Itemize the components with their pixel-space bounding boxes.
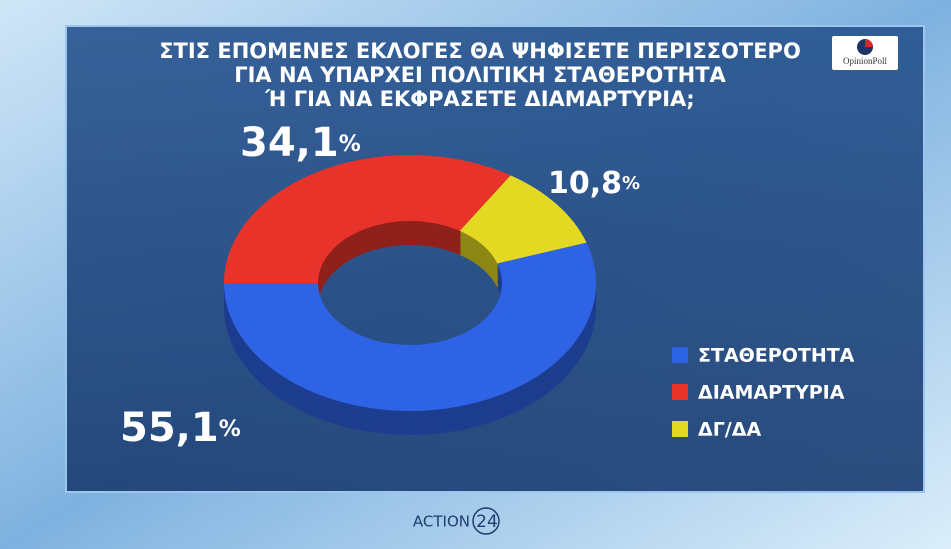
value-label: 55,1% — [120, 405, 241, 451]
chart: 55,1% 34,1% 10,8% ΣΤΑΘΕΡΟΤΗΤΑ ΔΙΑΜΑΡΤΥΡΙΑ ΔΓ/… — [120, 120, 855, 451]
legend-label: ΔΓ/ΔΑ — [698, 419, 761, 441]
legend-label: ΣΤΑΘΕΡΟΤΗΤΑ — [698, 345, 855, 367]
footer-brand: ACTION — [413, 513, 470, 531]
value-label: 10,8% — [548, 166, 640, 201]
slice — [459, 175, 587, 264]
title-line: ΣΤΙΣ ΕΠΟΜΕΝΕΣ ΕΚΛΟΓΕΣ ΘΑ ΨΗΦΙΣΕΤΕ ΠΕΡΙΣΣ… — [159, 39, 801, 63]
value-label: 34,1% — [240, 120, 361, 166]
footer-ring — [472, 507, 500, 535]
legend-swatch — [672, 347, 688, 363]
footer-number: 24 — [476, 512, 498, 532]
slice — [224, 242, 596, 412]
legend-swatch — [672, 384, 688, 400]
legend-label: ΔΙΑΜΑΡΤΥΡΙΑ — [698, 382, 845, 404]
title-line: Ή ΓΙΑ ΝΑ ΕΚΦΡΑΣΕΤΕ ΔΙΑΜΑΡΤΥΡΙΑ; — [264, 87, 694, 111]
title-line: ΓΙΑ ΝΑ ΥΠΑΡΧΕΙ ΠΟΛΙΤΙΚΗ ΣΤΑΘΕΡΟΤΗΤΑ — [234, 63, 726, 87]
slice — [224, 155, 511, 283]
logo-icon — [865, 39, 873, 47]
legend-swatch — [672, 421, 688, 437]
logo-text: OpinionPoll — [843, 56, 888, 66]
